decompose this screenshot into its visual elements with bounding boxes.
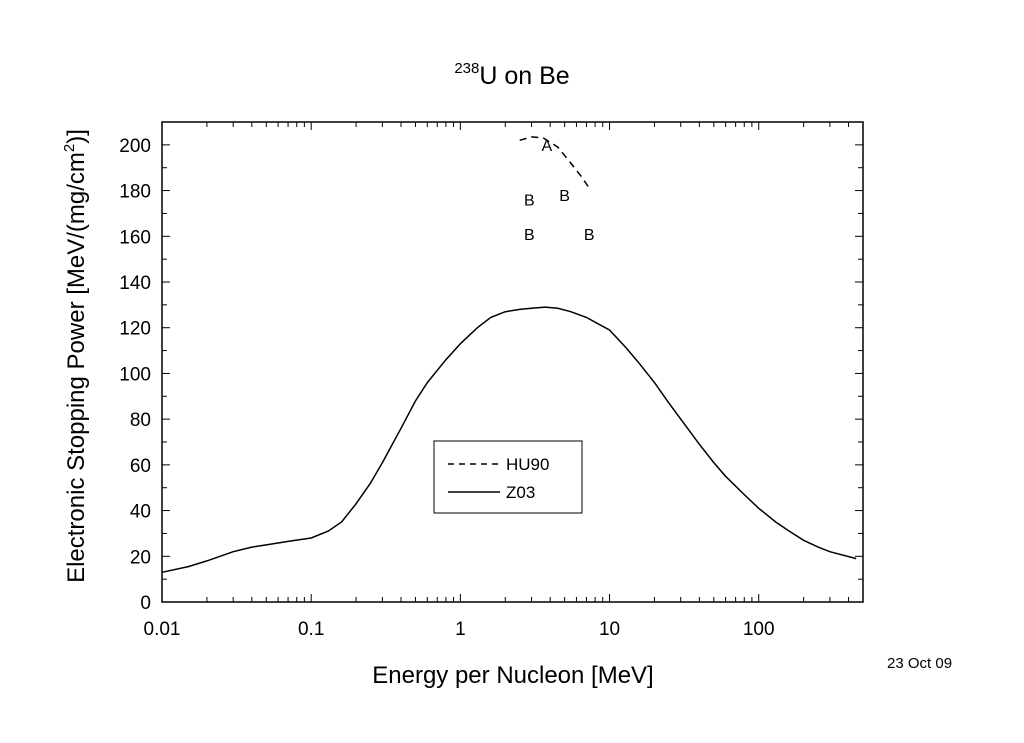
x-tick-label: 0.01	[144, 619, 181, 640]
legend-label-z03: Z03	[506, 483, 535, 502]
y-tick-label: 100	[119, 364, 151, 385]
data-point-label: B	[584, 227, 595, 244]
x-tick-label: 1	[455, 619, 466, 640]
y-tick-label: 180	[119, 182, 151, 203]
chart-title-superscript: 238	[454, 60, 479, 77]
date-stamp: 23 Oct 09	[887, 655, 952, 672]
y-tick-label: 80	[130, 410, 151, 431]
plot-area: 0 20 40 60 80 100 120 140 160 180 200 0.01 0.1 1 10 100…	[119, 121, 864, 640]
x-tick-label: 10	[599, 619, 620, 640]
plot-frame	[161, 121, 864, 603]
y-tick-label: 200	[119, 136, 151, 157]
y-tick-label: 0	[140, 593, 151, 614]
y-tick-label: 20	[130, 547, 151, 568]
x-tick-label: 100	[743, 619, 775, 640]
data-point-label: A	[542, 138, 553, 155]
data-point-label: B	[559, 188, 570, 205]
y-axis-label-main: Electronic Stopping Power [MeV/(mg/cm	[63, 152, 90, 583]
y-axis-label: Electronic Stopping Power [MeV/(mg/cm2)]	[61, 129, 90, 583]
y-tick-label: 140	[119, 273, 151, 294]
chart-title-main: U on Be	[479, 62, 569, 90]
x-tick-label: 0.1	[298, 619, 324, 640]
x-axis-label: Energy per Nucleon [MeV]	[372, 662, 653, 689]
data-point-label: B	[524, 227, 535, 244]
y-axis-label-end: )]	[63, 129, 90, 144]
y-tick-label: 160	[119, 227, 151, 248]
y-axis-label-superscript: 2	[61, 144, 78, 152]
chart-title: 238U on Be	[454, 60, 569, 90]
legend: HU90 Z03	[433, 440, 583, 514]
legend-box	[433, 440, 583, 514]
legend-label-hu90: HU90	[506, 455, 549, 474]
y-tick-label: 40	[130, 502, 151, 523]
series-line-z03	[161, 306, 857, 574]
series-line-hu90	[519, 136, 592, 192]
data-point-label: B	[524, 193, 535, 210]
y-tick-label: 60	[130, 456, 151, 477]
y-tick-label: 120	[119, 319, 151, 340]
